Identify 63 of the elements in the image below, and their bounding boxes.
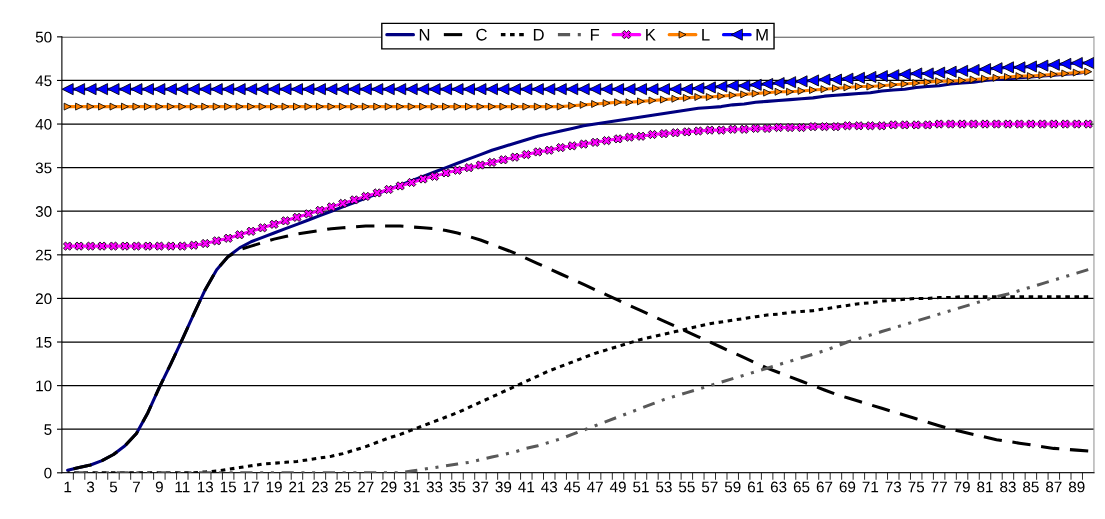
x-tick-label: 81 [977, 481, 993, 493]
x-tick-label: 67 [816, 481, 833, 493]
x-tick-label: 49 [609, 481, 626, 493]
x-tick-label: 15 [220, 481, 237, 493]
y-tick-label: 45 [35, 75, 52, 87]
x-tick-label: 55 [678, 481, 695, 493]
x-tick-label: 61 [747, 481, 764, 493]
x-tick-label: 57 [701, 481, 718, 493]
x-tick-label: 37 [472, 481, 489, 493]
x-tick-label: 63 [770, 481, 787, 493]
legend-label: K [646, 29, 656, 41]
x-tick-label: 23 [312, 481, 328, 493]
x-tick-label: 43 [541, 481, 558, 493]
x-tick-label: 51 [633, 481, 649, 493]
y-tick-label: 5 [44, 424, 52, 435]
x-tick-label: 85 [1023, 481, 1039, 493]
x-tick-label: 41 [518, 481, 535, 493]
y-tick-label: 25 [35, 249, 52, 261]
x-tick-label: 53 [656, 481, 672, 493]
x-tick-label: 79 [954, 481, 970, 493]
x-tick-label: 73 [885, 481, 902, 493]
x-tick-label: 1 [64, 481, 72, 493]
legend-label: N [419, 29, 430, 41]
x-tick-label: 29 [380, 481, 397, 493]
x-tick-label: 31 [403, 481, 420, 493]
x-tick-label: 35 [449, 481, 466, 493]
x-tick-label: 69 [839, 481, 856, 493]
legend-label: L [702, 29, 710, 41]
x-tick-label: 27 [358, 481, 374, 493]
x-tick-label: 47 [586, 481, 603, 493]
x-tick-label: 25 [335, 481, 351, 493]
x-tick-label: 39 [495, 481, 512, 493]
y-tick-label: 40 [35, 118, 52, 130]
x-tick-label: 59 [724, 481, 741, 493]
x-tick-label: 89 [1068, 481, 1085, 493]
y-tick-label: 10 [36, 380, 52, 392]
x-tick-label: 71 [862, 481, 879, 493]
x-tick-label: 45 [564, 481, 581, 493]
x-tick-label: 77 [931, 481, 947, 493]
x-tick-label: 9 [155, 481, 163, 493]
y-tick-label: 30 [35, 206, 52, 217]
x-tick-label: 3 [86, 481, 95, 493]
legend-label: M [756, 29, 768, 41]
x-tick-label: 5 [109, 481, 118, 493]
x-tick-label: 7 [132, 481, 140, 493]
y-tick-label: 0 [44, 467, 52, 479]
x-tick-label: 17 [243, 481, 259, 493]
x-tick-label: 33 [426, 481, 443, 493]
legend-label: D [533, 29, 544, 41]
y-tick-label: 15 [36, 337, 52, 348]
legend-label: C [476, 28, 487, 41]
x-tick-label: 13 [197, 481, 214, 493]
x-tick-label: 87 [1045, 481, 1062, 493]
y-tick-label: 20 [35, 293, 52, 305]
x-tick-label: 75 [908, 481, 925, 493]
x-tick-label: 21 [289, 481, 305, 493]
y-tick-label: 50 [35, 31, 52, 43]
x-tick-label: 11 [175, 481, 190, 493]
y-tick-label: 35 [35, 162, 52, 174]
x-tick-label: 19 [266, 481, 282, 493]
legend-label: F [590, 29, 600, 41]
x-tick-label: 83 [1000, 481, 1016, 493]
x-tick-label: 65 [793, 481, 810, 493]
